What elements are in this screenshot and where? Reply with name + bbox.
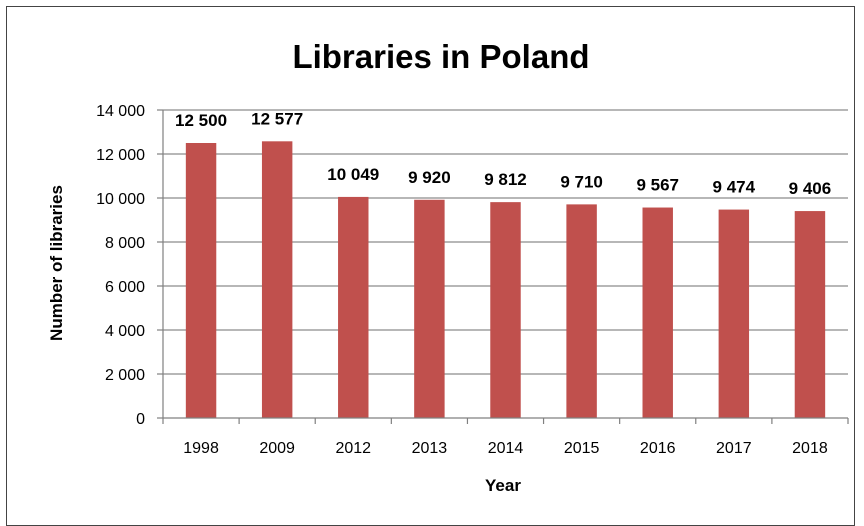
x-tick-label: 2015 bbox=[564, 440, 600, 457]
data-label: 9 474 bbox=[713, 178, 756, 197]
y-tick-label: 0 bbox=[136, 411, 145, 428]
bar bbox=[338, 196, 369, 418]
bar bbox=[414, 199, 445, 418]
x-tick-label: 2016 bbox=[640, 440, 676, 457]
y-tick-label: 14 000 bbox=[96, 103, 145, 120]
y-tick-label: 8 000 bbox=[105, 235, 145, 252]
labels: 0 2 000 4 000 6 000 8 000 10 000 12 000 14 000 1… bbox=[96, 103, 831, 457]
x-tick-label: 2018 bbox=[792, 440, 828, 457]
data-label: 9 710 bbox=[560, 172, 603, 191]
bar bbox=[718, 209, 750, 418]
axes bbox=[157, 109, 849, 424]
data-label: 12 500 bbox=[175, 111, 227, 130]
x-tick-label: 2012 bbox=[335, 440, 371, 457]
data-label: 9 812 bbox=[484, 170, 527, 189]
bar bbox=[185, 143, 217, 418]
x-tick-label: 2014 bbox=[488, 440, 524, 457]
x-tick-label: 2009 bbox=[259, 440, 295, 457]
bars bbox=[185, 141, 826, 418]
bar bbox=[490, 202, 521, 418]
y-axis-title: Number of libraries bbox=[47, 185, 66, 341]
data-label: 9 567 bbox=[636, 176, 679, 195]
x-tick-label: 2017 bbox=[716, 440, 752, 457]
y-tick-label: 2 000 bbox=[105, 367, 145, 384]
data-label: 12 577 bbox=[251, 109, 303, 128]
x-axis-title: Year bbox=[485, 476, 521, 495]
y-tick-label: 6 000 bbox=[105, 279, 145, 296]
bar bbox=[642, 207, 673, 418]
x-tick-label: 1998 bbox=[183, 440, 219, 457]
data-label: 9 920 bbox=[408, 168, 451, 187]
bar bbox=[794, 211, 826, 418]
bar bbox=[261, 141, 293, 418]
x-tick-label: 2013 bbox=[412, 440, 448, 457]
y-tick-label: 12 000 bbox=[96, 147, 145, 164]
data-label: 9 406 bbox=[789, 179, 832, 198]
y-tick-label: 10 000 bbox=[96, 191, 145, 208]
chart-title: Libraries in Poland bbox=[292, 38, 589, 75]
y-tick-label: 4 000 bbox=[105, 323, 145, 340]
data-label: 10 049 bbox=[327, 165, 379, 184]
bar bbox=[566, 204, 597, 418]
